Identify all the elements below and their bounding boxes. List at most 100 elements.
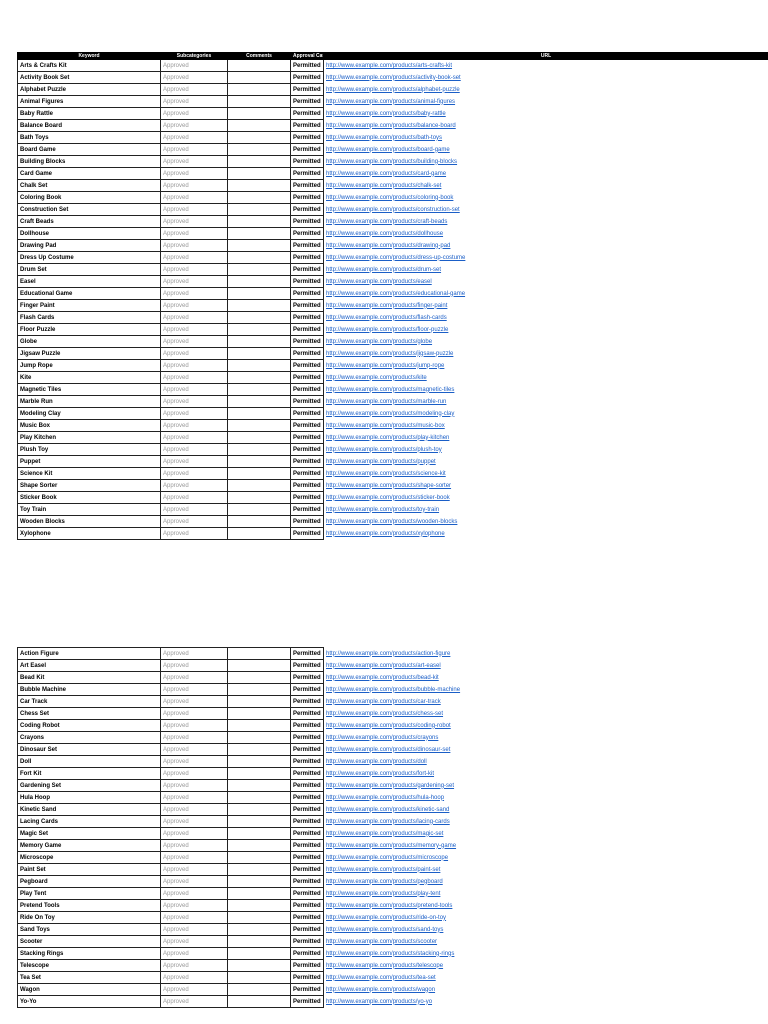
url[interactable]: http://www.example.com/products/play-kit…	[326, 434, 450, 441]
url[interactable]: http://www.example.com/products/wagon	[326, 986, 436, 993]
url[interactable]: http://www.example.com/products/bath-toy…	[326, 134, 443, 141]
url[interactable]: http://www.example.com/products/magnetic…	[326, 386, 455, 393]
url[interactable]: http://www.example.com/products/sticker-…	[326, 494, 450, 501]
url[interactable]: http://www.example.com/products/car-trac…	[326, 698, 441, 705]
comment	[227, 995, 291, 1008]
row: Art Easel Approved Permitted http://www.exa…	[17, 659, 768, 672]
url[interactable]: http://www.example.com/products/arts-cra…	[326, 62, 453, 69]
url[interactable]: http://www.example.com/products/drum-set	[326, 266, 442, 273]
status: Approved	[160, 311, 228, 324]
comment	[227, 647, 291, 660]
product-name: Xylophone	[17, 527, 161, 540]
url[interactable]: http://www.example.com/products/balance-…	[326, 122, 456, 129]
url[interactable]: http://www.example.com/products/crayons	[326, 734, 439, 741]
row: Stacking Rings Approved Permitted http://ww…	[17, 947, 768, 960]
row: Baby Rattle Approved Permitted http://www.e…	[17, 107, 768, 120]
comment	[227, 515, 291, 528]
row: Marble Run Approved Permitted http://www.ex…	[17, 395, 768, 408]
url[interactable]: http://www.example.com/products/magic-se…	[326, 830, 444, 837]
category: Permitted	[290, 215, 324, 228]
url[interactable]: http://www.example.com/products/alphabet…	[326, 86, 460, 93]
url[interactable]: http://www.example.com/products/telescop…	[326, 962, 444, 969]
row: Board Game Approved Permitted http://www.ex…	[17, 143, 768, 156]
status: Approved	[160, 59, 228, 72]
url[interactable]: http://www.example.com/products/hula-hoo…	[326, 794, 445, 801]
product-name: Yo-Yo	[17, 995, 161, 1008]
category: Permitted	[290, 383, 324, 396]
row: Sticker Book Approved Permitted http://www.…	[17, 491, 768, 504]
url[interactable]: http://www.example.com/products/activity…	[326, 74, 461, 81]
url[interactable]: http://www.example.com/products/floor-pu…	[326, 326, 449, 333]
url[interactable]: http://www.example.com/products/dress-up…	[326, 254, 466, 261]
url[interactable]: http://www.example.com/products/sand-toy…	[326, 926, 444, 933]
url[interactable]: http://www.example.com/products/art-ease…	[326, 662, 441, 669]
category: Permitted	[290, 935, 324, 948]
url[interactable]: http://www.example.com/products/card-gam…	[326, 170, 447, 177]
url[interactable]: http://www.example.com/products/microsco…	[326, 854, 449, 861]
url[interactable]: http://www.example.com/products/lacing-c…	[326, 818, 450, 825]
url[interactable]: http://www.example.com/products/coding-r…	[326, 722, 451, 729]
url[interactable]: http://www.example.com/products/shape-so…	[326, 482, 452, 489]
url[interactable]: http://www.example.com/products/ride-on-…	[326, 914, 447, 921]
url[interactable]: http://www.example.com/products/jump-rop…	[326, 362, 445, 369]
category: Permitted	[290, 203, 324, 216]
product-name: Coding Robot	[17, 719, 161, 732]
url[interactable]: http://www.example.com/products/craft-be…	[326, 218, 448, 225]
url[interactable]: http://www.example.com/products/bead-kit	[326, 674, 439, 681]
category: Permitted	[290, 791, 324, 804]
url[interactable]: http://www.example.com/products/pretend-…	[326, 902, 453, 909]
url[interactable]: http://www.example.com/products/science-…	[326, 470, 446, 477]
url[interactable]: http://www.example.com/products/drawing-…	[326, 242, 451, 249]
url[interactable]: http://www.example.com/products/scooter	[326, 938, 438, 945]
comment	[227, 899, 291, 912]
url[interactable]: http://www.example.com/products/board-ga…	[326, 146, 450, 153]
url[interactable]: http://www.example.com/products/flash-ca…	[326, 314, 447, 321]
url[interactable]: http://www.example.com/products/easel	[326, 278, 432, 285]
url[interactable]: http://www.example.com/products/bubble-m…	[326, 686, 461, 693]
url[interactable]: http://www.example.com/products/gardenin…	[326, 782, 455, 789]
status: Approved	[160, 779, 228, 792]
url[interactable]: http://www.example.com/products/pegboard	[326, 878, 443, 885]
url[interactable]: http://www.example.com/products/music-bo…	[326, 422, 445, 429]
url[interactable]: http://www.example.com/products/plush-to…	[326, 446, 442, 453]
url[interactable]: http://www.example.com/products/chalk-se…	[326, 182, 442, 189]
url[interactable]: http://www.example.com/products/doll	[326, 758, 427, 765]
url[interactable]: http://www.example.com/products/action-f…	[326, 650, 451, 657]
row: Craft Beads Approved Permitted http://www.e…	[17, 215, 768, 228]
url[interactable]: http://www.example.com/products/dollhous…	[326, 230, 444, 237]
url[interactable]: http://www.example.com/products/modeling…	[326, 410, 455, 417]
url[interactable]: http://www.example.com/products/tea-set	[326, 974, 436, 981]
url[interactable]: http://www.example.com/products/finger-p…	[326, 302, 448, 309]
product-name: Memory Game	[17, 839, 161, 852]
url[interactable]: http://www.example.com/products/coloring…	[326, 194, 454, 201]
category: Permitted	[290, 299, 324, 312]
url[interactable]: http://www.example.com/products/paint-se…	[326, 866, 441, 873]
url[interactable]: http://www.example.com/products/construc…	[326, 206, 460, 213]
url[interactable]: http://www.example.com/products/wooden-b…	[326, 518, 458, 525]
url[interactable]: http://www.example.com/products/puppet	[326, 458, 436, 465]
product-name: Magnetic Tiles	[17, 383, 161, 396]
url[interactable]: http://www.example.com/products/baby-rat…	[326, 110, 446, 117]
url[interactable]: http://www.example.com/products/fort-kit	[326, 770, 435, 777]
row: Play Kitchen Approved Permitted http://www.…	[17, 431, 768, 444]
url[interactable]: http://www.example.com/products/building…	[326, 158, 458, 165]
url[interactable]: http://www.example.com/products/educatio…	[326, 290, 466, 297]
url[interactable]: http://www.example.com/products/jigsaw-p…	[326, 350, 454, 357]
product-name: Marble Run	[17, 395, 161, 408]
url[interactable]: http://www.example.com/products/xylophon…	[326, 530, 445, 537]
url[interactable]: http://www.example.com/products/play-ten…	[326, 890, 441, 897]
url[interactable]: http://www.example.com/products/animal-f…	[326, 98, 456, 105]
url[interactable]: http://www.example.com/products/chess-se…	[326, 710, 444, 717]
comment	[227, 143, 291, 156]
product-name: Flash Cards	[17, 311, 161, 324]
url[interactable]: http://www.example.com/products/memory-g…	[326, 842, 457, 849]
url[interactable]: http://www.example.com/products/toy-trai…	[326, 506, 440, 513]
url[interactable]: http://www.example.com/products/kinetic-…	[326, 806, 450, 813]
url[interactable]: http://www.example.com/products/stacking…	[326, 950, 455, 957]
url[interactable]: http://www.example.com/products/yo-yo	[326, 998, 433, 1005]
url[interactable]: http://www.example.com/products/marble-r…	[326, 398, 447, 405]
url[interactable]: http://www.example.com/products/dinosaur…	[326, 746, 451, 753]
url[interactable]: http://www.example.com/products/kite	[326, 374, 427, 381]
status: Approved	[160, 515, 228, 528]
url[interactable]: http://www.example.com/products/globe	[326, 338, 433, 345]
